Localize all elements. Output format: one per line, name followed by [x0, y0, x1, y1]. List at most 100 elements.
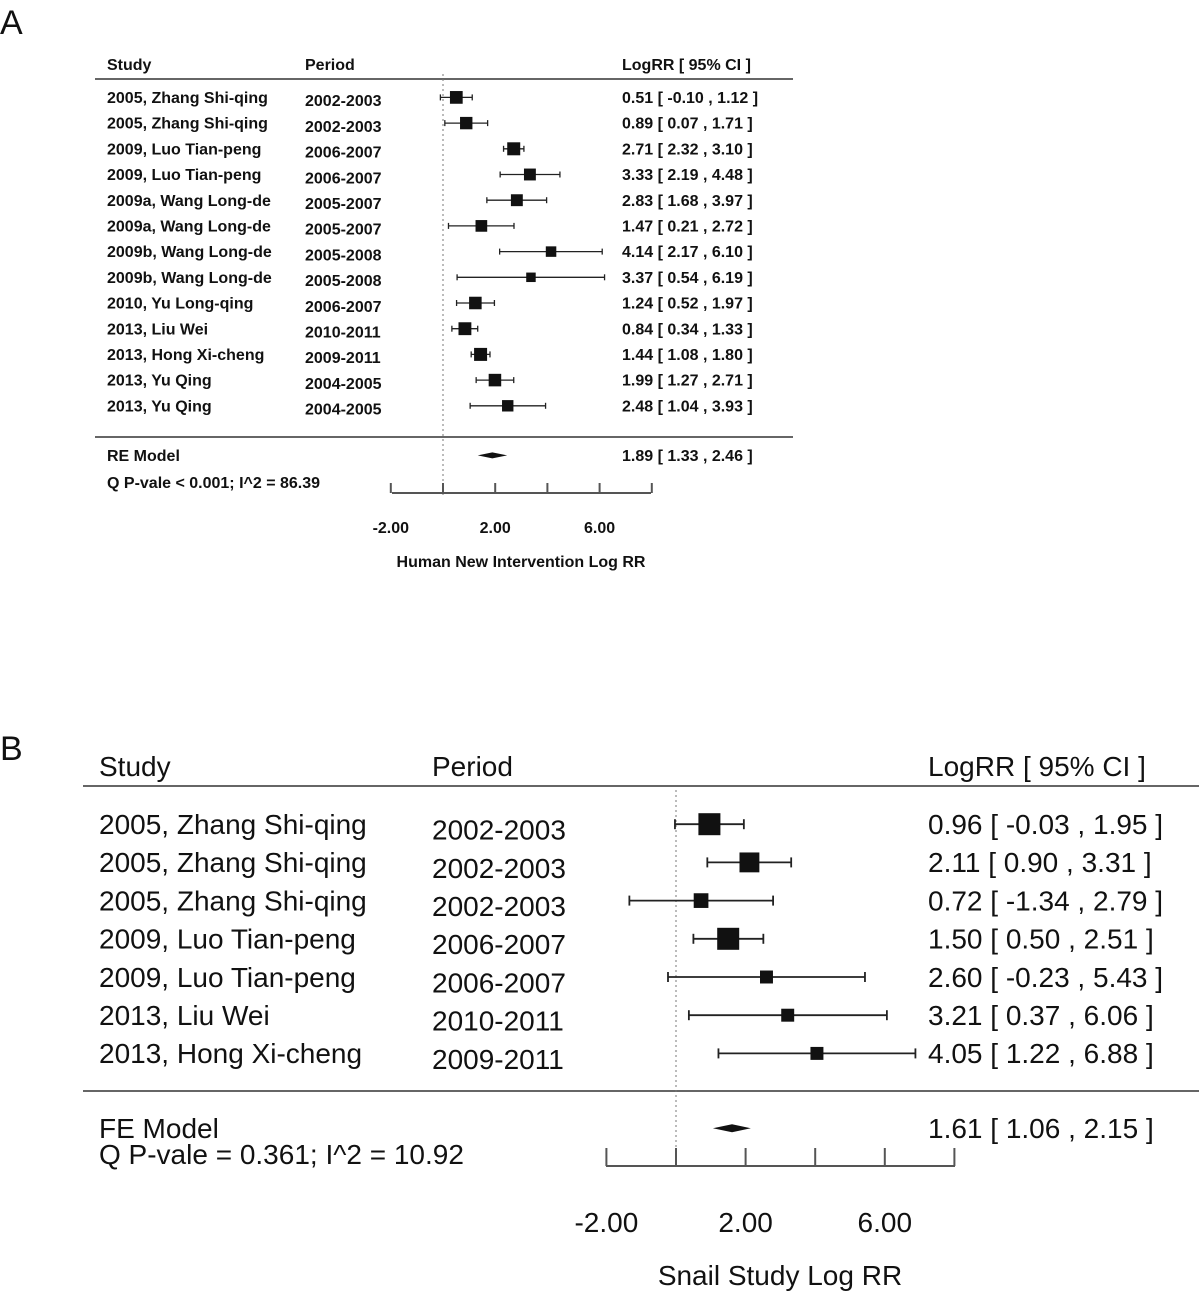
study-label: 2010, Yu Long-qing	[107, 296, 253, 313]
model-label: RE Model	[107, 448, 180, 465]
study-label: 2005, Zhang Shi-qing	[107, 90, 268, 107]
x-tick-label: 6.00	[858, 1207, 913, 1238]
point-estimate-box	[759, 970, 773, 984]
period-label: 2006-2007	[305, 145, 382, 162]
point-estimate-box	[545, 246, 557, 257]
period-label: 2010-2011	[305, 325, 381, 342]
study-label: 2009, Luo Tian-peng	[99, 962, 356, 993]
study-label: 2009, Luo Tian-peng	[99, 924, 356, 955]
study-column-header: Study	[99, 751, 171, 782]
point-estimate-box	[698, 813, 721, 836]
period-label: 2005-2007	[305, 222, 382, 239]
point-estimate-box	[510, 194, 523, 207]
period-label: 2010-2011	[432, 1006, 564, 1037]
model-ci-label: 1.89 [ 1.33 , 2.46 ]	[622, 448, 753, 465]
study-label: 2013, Yu Qing	[107, 398, 212, 415]
period-label: 2004-2005	[305, 402, 382, 419]
model-ci-label: 1.61 [ 1.06 , 2.15 ]	[928, 1113, 1154, 1144]
ci-label: 3.37 [ 0.54 , 6.19 ]	[622, 270, 753, 287]
panel-a: A Study Period LogRR [ 95% CI ] 2005, Zhang …	[0, 4, 793, 571]
point-estimate-box	[449, 91, 463, 104]
heterogeneity-label: Q P-vale = 0.361; I^2 = 10.92	[99, 1139, 464, 1170]
study-column-header: Study	[107, 57, 152, 74]
study-label: 2005, Zhang Shi-qing	[99, 885, 367, 916]
period-label: 2002-2003	[432, 853, 566, 884]
x-tick-label: -2.00	[373, 520, 410, 537]
ci-label: 4.05 [ 1.22 , 6.88 ]	[928, 1038, 1154, 1069]
study-label: 2013, Liu Wei	[99, 1000, 270, 1031]
ci-label: 0.72 [ -1.34 , 2.79 ]	[928, 885, 1163, 916]
period-label: 2002-2003	[305, 93, 382, 110]
period-label: 2009-2011	[305, 350, 381, 367]
period-label: 2006-2007	[432, 967, 566, 998]
study-label: 2009a, Wang Long-de	[107, 219, 271, 236]
point-estimate-box	[523, 168, 536, 181]
point-estimate-box	[488, 373, 502, 387]
period-column-header: Period	[432, 751, 513, 782]
point-estimate-box	[474, 347, 488, 361]
period-label: 2002-2003	[432, 891, 566, 922]
period-column-header: Period	[305, 57, 355, 74]
period-label: 2005-2008	[305, 273, 382, 290]
point-estimate-box	[739, 852, 760, 873]
x-tick-label: -2.00	[574, 1207, 638, 1238]
study-label: 2009b, Wang Long-de	[107, 270, 272, 287]
point-estimate-box	[460, 116, 473, 130]
period-label: 2006-2007	[305, 299, 382, 316]
x-axis-title: Human New Intervention Log RR	[397, 554, 646, 571]
ci-label: 2.48 [ 1.04 , 3.93 ]	[622, 398, 753, 415]
ci-label: 3.33 [ 2.19 , 4.48 ]	[622, 167, 753, 184]
study-label: 2009b, Wang Long-de	[107, 244, 272, 261]
study-label: 2005, Zhang Shi-qing	[107, 116, 268, 133]
point-estimate-box	[810, 1046, 824, 1060]
point-estimate-box	[469, 296, 482, 310]
panel-letter: A	[0, 4, 23, 42]
panel-letter: B	[0, 730, 23, 768]
study-label: 2013, Hong Xi-cheng	[107, 347, 264, 364]
x-tick-label: 2.00	[480, 520, 511, 537]
summary-diamond	[477, 452, 508, 459]
point-estimate-box	[502, 400, 514, 412]
point-estimate-box	[717, 927, 740, 950]
period-label: 2005-2007	[305, 196, 382, 213]
x-tick-label: 2.00	[718, 1207, 773, 1238]
ci-label: 4.14 [ 2.17 , 6.10 ]	[622, 244, 753, 261]
ci-column-header: LogRR [ 95% CI ]	[928, 751, 1146, 782]
study-label: 2013, Hong Xi-cheng	[99, 1038, 362, 1069]
period-label: 2004-2005	[305, 376, 382, 393]
period-label: 2009-2011	[432, 1044, 564, 1075]
ci-label: 1.47 [ 0.21 , 2.72 ]	[622, 219, 753, 236]
ci-label: 1.50 [ 0.50 , 2.51 ]	[928, 924, 1154, 955]
period-label: 2005-2008	[305, 247, 382, 264]
ci-label: 1.99 [ 1.27 , 2.71 ]	[622, 373, 753, 390]
ci-label: 0.51 [ -0.10 , 1.12 ]	[622, 90, 758, 107]
period-label: 2002-2003	[305, 119, 382, 136]
summary-diamond	[712, 1124, 751, 1133]
ci-label: 0.84 [ 0.34 , 1.33 ]	[622, 321, 753, 338]
study-label: 2013, Liu Wei	[107, 321, 208, 338]
heterogeneity-label: Q P-vale < 0.001; I^2 = 86.39	[107, 475, 320, 492]
x-axis-title: Snail Study Log RR	[658, 1260, 902, 1291]
study-label: 2009a, Wang Long-de	[107, 193, 271, 210]
study-label: 2013, Yu Qing	[107, 373, 212, 390]
point-estimate-box	[526, 272, 536, 283]
point-estimate-box	[475, 220, 488, 232]
study-label: 2009, Luo Tian-peng	[107, 167, 261, 184]
period-label: 2006-2007	[432, 929, 566, 960]
ci-column-header: LogRR [ 95% CI ]	[622, 57, 751, 74]
ci-label: 1.44 [ 1.08 , 1.80 ]	[622, 347, 753, 364]
study-label: 2009, Luo Tian-peng	[107, 141, 261, 158]
period-label: 2002-2003	[432, 815, 566, 846]
period-label: 2006-2007	[305, 170, 382, 187]
ci-label: 0.89 [ 0.07 , 1.71 ]	[622, 116, 753, 133]
point-estimate-box	[507, 142, 521, 156]
ci-label: 2.71 [ 2.32 , 3.10 ]	[622, 141, 753, 158]
x-tick-label: 6.00	[584, 520, 615, 537]
ci-label: 2.60 [ -0.23 , 5.43 ]	[928, 962, 1163, 993]
ci-label: 0.96 [ -0.03 , 1.95 ]	[928, 809, 1163, 840]
point-estimate-box	[458, 322, 472, 336]
point-estimate-box	[693, 893, 709, 908]
ci-label: 2.83 [ 1.68 , 3.97 ]	[622, 193, 753, 210]
model-label: FE Model	[99, 1113, 219, 1144]
